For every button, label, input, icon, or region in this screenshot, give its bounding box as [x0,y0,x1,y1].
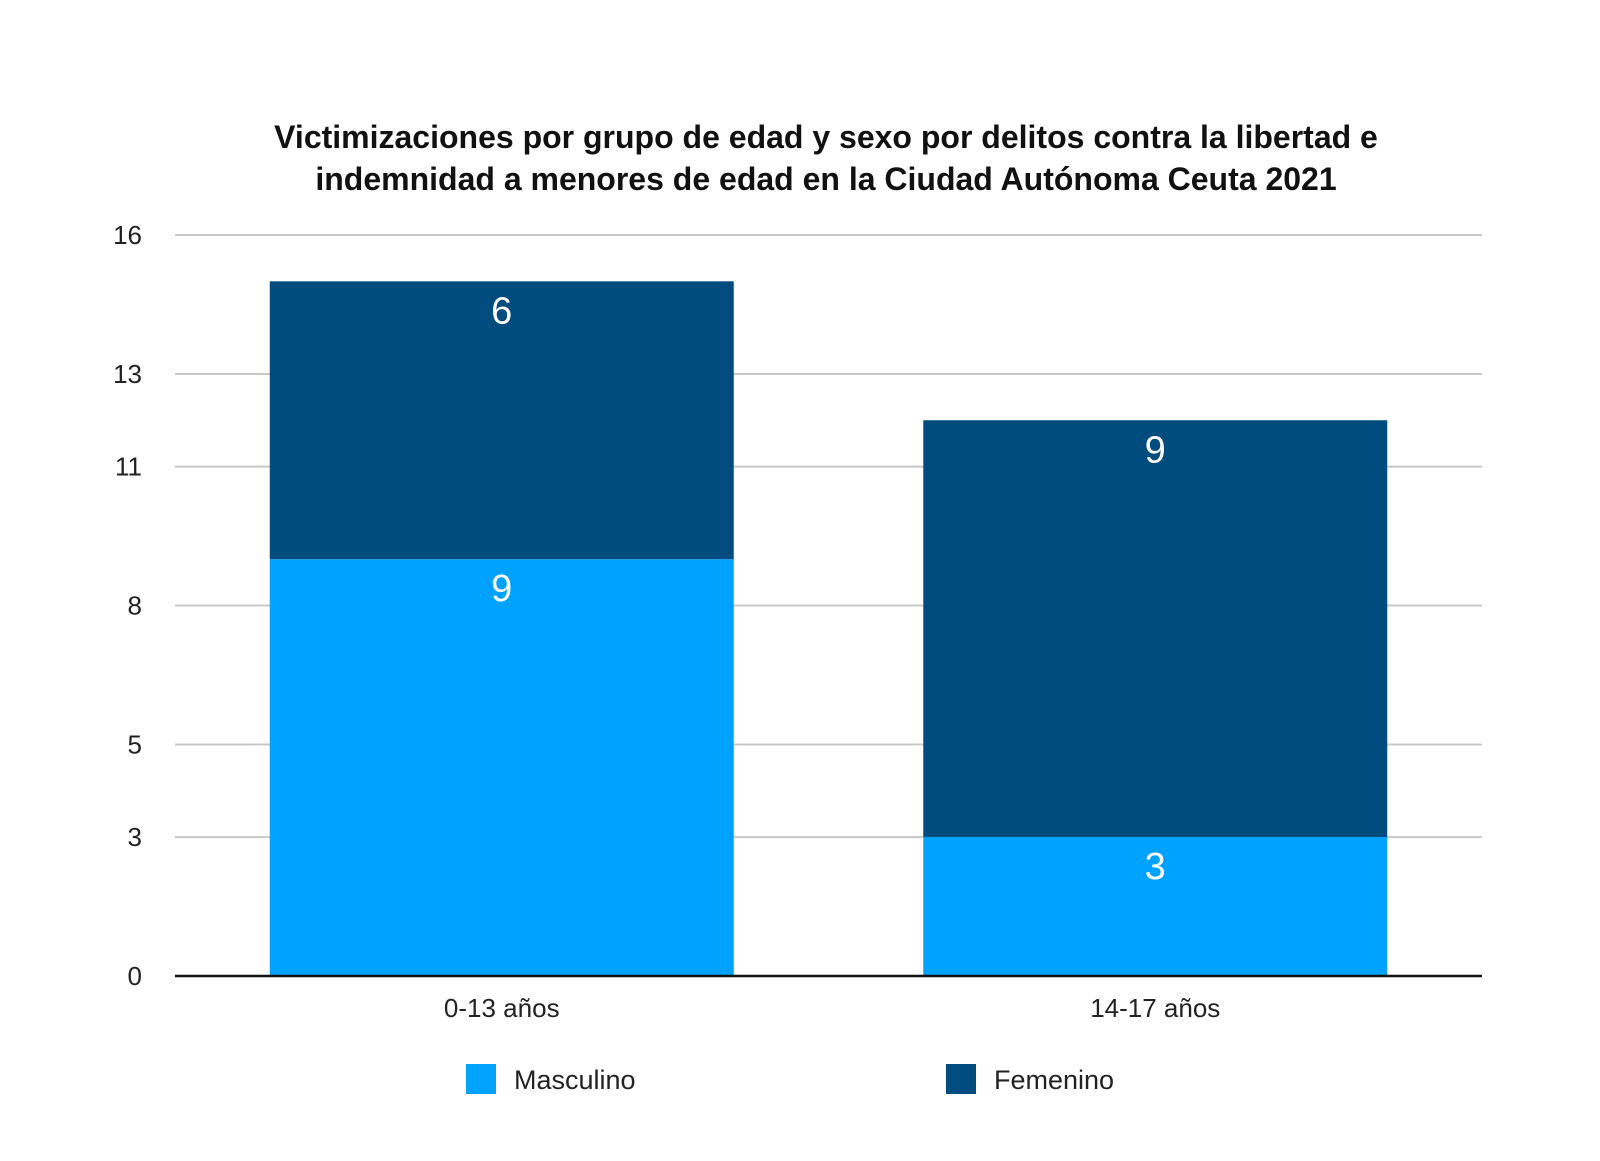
legend-label-femenino: Femenino [994,1065,1114,1095]
legend: Masculino Femenino [466,1064,1114,1095]
legend-label-masculino: Masculino [514,1065,636,1095]
legend-swatch-masculino [466,1064,496,1094]
y-tick-label: 8 [128,591,142,621]
chart-title-line-2: indemnidad a menores de edad en la Ciuda… [315,161,1336,197]
y-tick-label: 13 [113,359,142,389]
data-label: 6 [491,290,512,332]
bar-segment-masculino [269,559,734,976]
y-tick-label: 0 [128,961,142,991]
x-category-label: 0-13 años [444,993,560,1023]
x-category-label: 14-17 años [1090,993,1220,1023]
bar-segment-masculino [923,837,1388,976]
y-tick-label: 3 [128,822,142,852]
y-axis-tick-labels: 0 3 5 8 11 13 16 [113,220,142,991]
data-label: 3 [1145,846,1166,888]
chart-title-line-1: Victimizaciones por grupo de edad y sexo… [274,119,1378,155]
bars: 9 6 3 9 [269,281,1388,976]
data-label: 9 [1145,429,1166,471]
x-axis-category-labels: 0-13 años 14-17 años [444,993,1220,1023]
y-tick-label: 5 [128,729,142,759]
y-tick-label: 16 [113,220,142,250]
bar-segment-femenino [269,281,734,560]
legend-swatch-femenino [946,1064,976,1094]
bar-segment-femenino [923,420,1388,838]
data-label: 9 [491,568,512,610]
y-tick-label: 11 [115,452,142,482]
